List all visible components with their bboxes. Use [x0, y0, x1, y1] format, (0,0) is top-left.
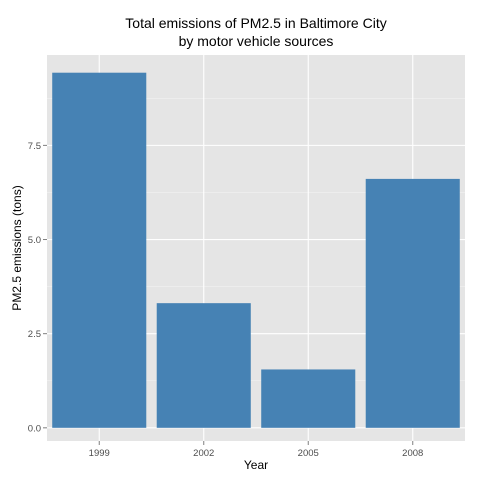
x-tick-label: 2002	[193, 448, 214, 459]
y-tick-label: 0.0	[28, 423, 41, 434]
bar-2005	[261, 369, 356, 428]
chart-title-line2: by motor vehicle sources	[179, 33, 334, 49]
y-axis-ticks: 0.0 2.5 5.0 7.5	[28, 141, 47, 434]
x-tick-label: 2005	[298, 448, 319, 459]
y-tick-label: 5.0	[28, 235, 41, 246]
y-tick-label: 2.5	[28, 329, 41, 340]
x-tick-label: 1999	[89, 448, 110, 459]
bar-1999	[52, 72, 147, 428]
x-axis-label: Year	[244, 458, 268, 472]
chart-title-line1: Total emissions of PM2.5 in Baltimore Ci…	[125, 15, 386, 31]
bar-2002	[156, 303, 251, 428]
bars	[52, 72, 460, 428]
x-axis-ticks: 1999 2002 2005 2008	[89, 441, 423, 459]
y-axis-label: PM2.5 emissions (tons)	[10, 185, 24, 310]
bar-2008	[365, 178, 460, 428]
y-tick-label: 7.5	[28, 141, 41, 152]
x-tick-label: 2008	[402, 448, 423, 459]
